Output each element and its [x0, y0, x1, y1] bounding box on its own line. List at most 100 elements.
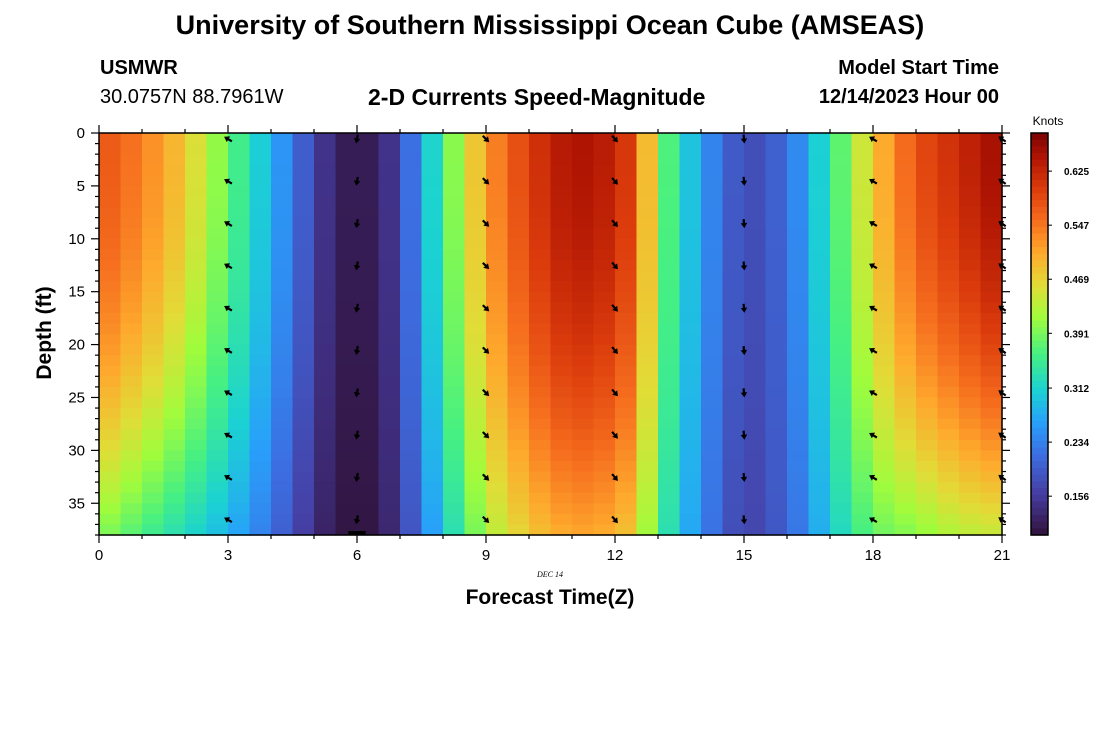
- heat-cell: [120, 185, 143, 198]
- heat-cell: [765, 323, 788, 335]
- heat-cell: [421, 429, 444, 441]
- heat-cell: [292, 355, 315, 367]
- colorbar-segment: [1031, 260, 1048, 268]
- heat-cell: [99, 185, 122, 198]
- heat-cell: [120, 270, 143, 282]
- heat-cell: [142, 365, 165, 377]
- heat-cell: [378, 196, 401, 208]
- heat-cell: [529, 365, 552, 377]
- heat-cell: [443, 503, 466, 515]
- heat-cell: [701, 429, 724, 441]
- heat-cell: [679, 376, 702, 388]
- x-tick-label: 21: [994, 547, 1011, 564]
- heat-cell: [163, 133, 186, 145]
- heat-cell: [142, 185, 165, 198]
- heat-cell: [249, 429, 272, 441]
- colorbar-segment: [1031, 474, 1048, 482]
- current-vector: [353, 176, 361, 186]
- vector-head: [612, 348, 618, 354]
- heat-cell: [335, 524, 358, 536]
- current-vector: [611, 431, 618, 439]
- vector-head: [612, 263, 618, 270]
- heat-cell: [163, 376, 186, 388]
- heat-cell: [572, 418, 595, 430]
- heat-cell: [894, 397, 917, 409]
- vector-head: [869, 178, 876, 185]
- heat-cell: [937, 238, 960, 250]
- heat-cell: [787, 492, 810, 504]
- current-vector: [869, 517, 878, 524]
- heat-cell: [744, 439, 767, 451]
- heat-cell: [228, 207, 251, 219]
- heat-cell: [163, 238, 186, 250]
- heat-cell: [701, 312, 724, 325]
- heat-cell: [765, 185, 788, 198]
- heat-cell: [593, 429, 616, 441]
- heat-cell: [959, 281, 982, 293]
- heat-cell: [851, 365, 874, 377]
- heat-cell: [378, 334, 401, 346]
- heat-cell: [593, 513, 616, 526]
- heat-cell: [615, 175, 638, 187]
- heat-cell: [443, 281, 466, 293]
- heat-cell: [636, 312, 659, 325]
- heat-cell: [163, 270, 186, 282]
- heat-cell: [185, 429, 208, 441]
- current-vector: [482, 135, 490, 143]
- heat-cell: [980, 334, 1003, 346]
- current-vector: [482, 431, 490, 439]
- heat-cell: [593, 143, 616, 155]
- heat-cell: [636, 429, 659, 441]
- heat-cell: [679, 133, 702, 145]
- heat-cell: [873, 408, 896, 420]
- heat-cell: [271, 386, 294, 399]
- heat-cell: [228, 460, 251, 473]
- heat-cell: [959, 524, 982, 536]
- heat-cell: [808, 450, 831, 462]
- heat-cell: [980, 482, 1003, 494]
- heat-cell: [185, 143, 208, 155]
- heat-cell: [701, 154, 724, 166]
- heat-cell: [636, 460, 659, 473]
- colorbar-segment: [1031, 454, 1048, 462]
- heat-cell: [486, 291, 509, 303]
- heat-cell: [765, 334, 788, 346]
- heat-cell: [335, 397, 358, 409]
- heat-cell: [464, 323, 487, 335]
- heat-cell: [464, 207, 487, 219]
- heat-cell: [615, 133, 638, 145]
- heat-cell: [206, 503, 229, 515]
- vector-head: [612, 390, 618, 397]
- heat-cell: [765, 259, 788, 272]
- current-vector: [224, 263, 233, 270]
- heat-cell: [163, 185, 186, 198]
- heat-cell: [744, 460, 767, 473]
- heat-cell: [314, 249, 337, 261]
- heat-cell: [443, 397, 466, 409]
- heat-cell: [615, 143, 638, 155]
- heat-cell: [378, 429, 401, 441]
- heat-cell: [808, 249, 831, 261]
- heat-cell: [443, 238, 466, 250]
- colorbar-segment: [1031, 226, 1048, 235]
- heat-cell: [443, 418, 466, 430]
- colorbar-segment: [1031, 360, 1048, 369]
- heat-cell: [959, 270, 982, 282]
- heat-cell: [400, 143, 423, 155]
- heat-cell: [744, 228, 767, 240]
- heat-cell: [400, 450, 423, 462]
- heat-cell: [572, 312, 595, 325]
- heat-cell: [679, 270, 702, 282]
- heat-cell: [851, 196, 874, 208]
- heat-cell: [916, 376, 939, 388]
- heat-cell: [486, 249, 509, 261]
- heat-cell: [249, 365, 272, 377]
- heat-cell: [830, 143, 853, 155]
- heat-cell: [357, 196, 380, 208]
- heat-cell: [443, 439, 466, 451]
- heat-cell: [658, 513, 681, 526]
- heat-cell: [421, 259, 444, 272]
- heat-cell: [658, 133, 681, 145]
- heat-cell: [249, 344, 272, 356]
- heat-cell: [572, 154, 595, 166]
